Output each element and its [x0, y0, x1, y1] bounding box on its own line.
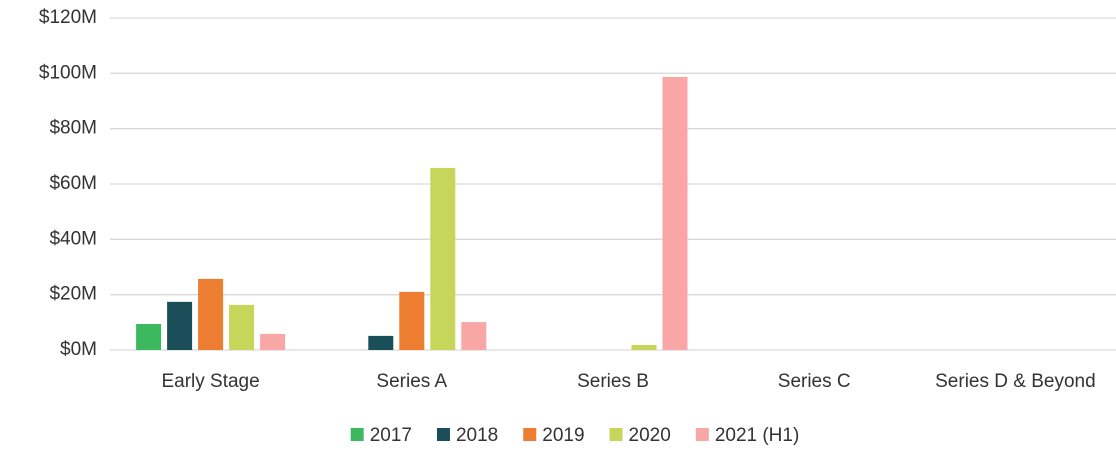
x-tick-label: Series D & Beyond	[935, 371, 1096, 392]
y-tick-label: $60M	[49, 173, 97, 194]
legend-label: 2019	[542, 425, 584, 446]
x-tick-label: Series A	[376, 371, 447, 392]
bar	[662, 76, 688, 351]
bar	[461, 322, 487, 350]
y-tick-label: $20M	[49, 284, 97, 305]
legend-swatch	[523, 428, 537, 441]
legend-label: 2018	[456, 425, 498, 446]
x-tick-label: Series B	[577, 371, 649, 392]
bar	[260, 333, 286, 350]
bar	[430, 167, 456, 350]
bar	[229, 304, 255, 350]
bar	[631, 345, 657, 350]
bar	[136, 323, 162, 350]
legend-label: 2021 (H1)	[715, 425, 800, 446]
legend-swatch	[436, 428, 450, 441]
bar	[167, 301, 193, 350]
x-tick-label: Series C	[778, 371, 851, 392]
legend-swatch	[695, 428, 709, 441]
bar	[368, 335, 394, 350]
y-tick-label: $0M	[60, 339, 97, 360]
legend-swatch	[350, 428, 364, 441]
legend-label: 2017	[370, 425, 412, 446]
bar	[198, 278, 224, 350]
y-tick-label: $100M	[39, 62, 97, 83]
y-tick-label: $80M	[49, 118, 97, 139]
legend-label: 2020	[629, 425, 671, 446]
legend-swatch	[609, 428, 623, 441]
y-tick-label: $40M	[49, 228, 97, 249]
y-tick-label: $120M	[39, 7, 97, 28]
x-tick-label: Early Stage	[161, 371, 259, 392]
bar	[399, 291, 425, 350]
